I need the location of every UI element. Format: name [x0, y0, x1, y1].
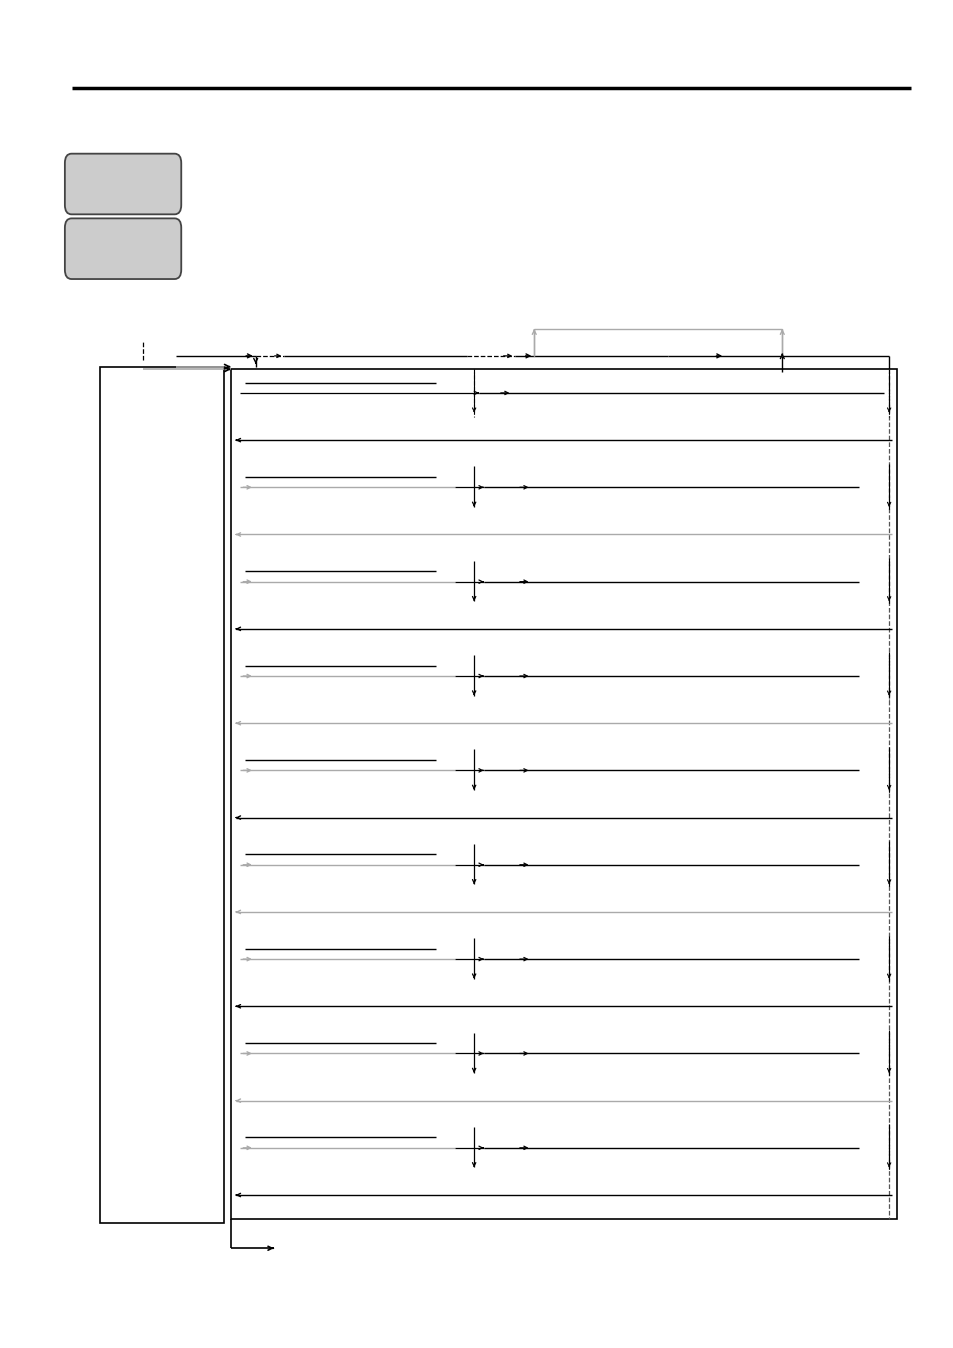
FancyBboxPatch shape	[65, 154, 181, 214]
Bar	[231, 369, 896, 1219]
FancyBboxPatch shape	[65, 218, 181, 279]
Bar	[100, 367, 224, 1223]
